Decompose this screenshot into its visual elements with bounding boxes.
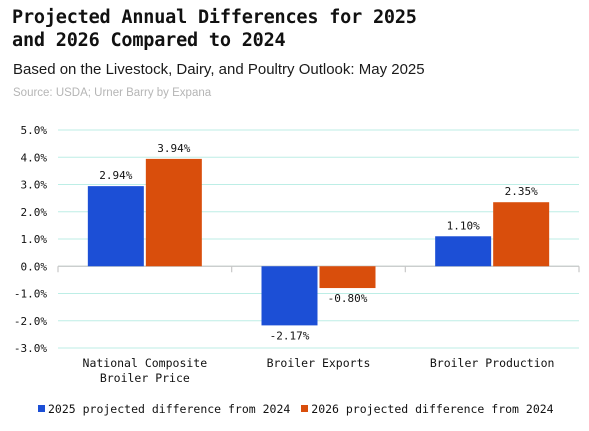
chart-subtitle: Based on the Livestock, Dairy, and Poult… — [13, 61, 425, 78]
chart-title-line-2: and 2026 Compared to 2024 — [12, 30, 286, 51]
y-tick-label: -2.0% — [14, 315, 47, 328]
chart-title: Projected Annual Differences for 2025 an… — [12, 6, 582, 52]
x-category-label: Broiler Price — [100, 371, 190, 385]
chart-source: Source: USDA; Urner Barry by Expana — [13, 87, 212, 99]
bar-2025 — [435, 236, 492, 267]
chart-title-line-1: Projected Annual Differences for 2025 — [12, 7, 417, 28]
y-tick-label: -1.0% — [14, 288, 47, 301]
y-tick-label: 4.0% — [21, 151, 48, 164]
y-tick-label: 1.0% — [21, 233, 48, 246]
bar-2026 — [319, 266, 376, 289]
y-tick-label: 0.0% — [21, 260, 48, 273]
x-category-label: Broiler Production — [430, 356, 555, 370]
legend-item-2025: 2025 projected difference from 2024 — [38, 402, 290, 416]
data-label: -2.17% — [270, 329, 310, 342]
bar-2025 — [87, 186, 144, 267]
legend-label-2025: 2025 projected difference from 2024 — [48, 402, 291, 416]
legend-label-2026: 2026 projected difference from 2024 — [311, 402, 554, 416]
y-tick-label: -3.0% — [14, 342, 47, 355]
x-category-label: National Composite — [83, 356, 208, 370]
data-label: -0.80% — [328, 292, 368, 305]
y-tick-label: 5.0% — [21, 124, 48, 137]
bar-2025 — [261, 266, 318, 326]
bar-2026 — [493, 202, 550, 267]
legend-swatch-2026 — [301, 405, 309, 412]
y-tick-label: 2.0% — [21, 206, 48, 219]
x-category-label: Broiler Exports — [267, 356, 371, 370]
legend-item-2026: 2026 projected difference from 2024 — [301, 402, 554, 416]
data-label: 2.94% — [99, 169, 132, 182]
data-label: 3.94% — [157, 142, 190, 155]
data-label: 2.35% — [505, 185, 538, 198]
chart-legend: 2025 projected difference from 2024 2026… — [38, 402, 558, 416]
y-tick-label: 3.0% — [21, 179, 48, 192]
bar-2026 — [145, 158, 202, 267]
data-label: 1.10% — [447, 219, 480, 232]
legend-swatch-2025 — [38, 405, 45, 412]
